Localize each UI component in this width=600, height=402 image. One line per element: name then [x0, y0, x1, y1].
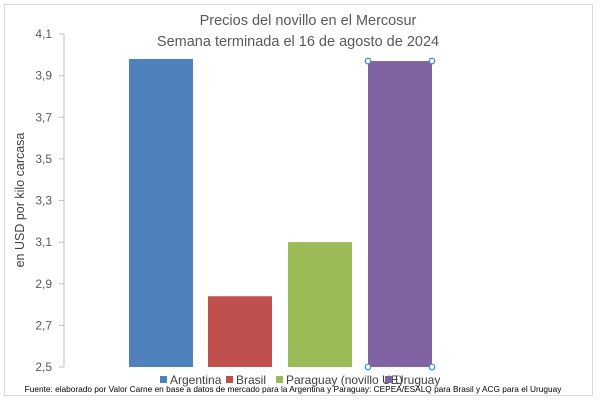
chart-frame [4, 4, 593, 396]
y-axis-label: en USD por kilo carcasa [13, 133, 27, 268]
selection-handle[interactable] [428, 57, 436, 65]
selection-handle[interactable] [364, 57, 372, 65]
legend-swatch [160, 376, 167, 383]
legend: Argentina Brasil Paraguay (novillo UE)Urug… [160, 373, 440, 387]
legend-swatch [226, 376, 233, 383]
y-tick-label: 3,5 [35, 152, 52, 166]
legend-label: Brasil [236, 373, 266, 387]
legend-swatch [276, 376, 283, 383]
bar-brasil[interactable] [208, 296, 272, 367]
bar-argentina[interactable] [129, 58, 193, 367]
y-axis-ticks: 4,1 3,9 3,7 3,5 3,3 3,1 2,9 2,7 2,5 [35, 27, 64, 374]
y-tick-label: 3,7 [35, 110, 52, 124]
bar-uruguay[interactable] [368, 61, 432, 368]
chart-title: Precios del novillo en el Mercosur [200, 13, 417, 29]
source-note: Fuente: elaborado por Valor Carne en bas… [25, 384, 563, 394]
legend-label: Argentina [170, 373, 222, 387]
selection-handles [364, 57, 436, 371]
selection-handle[interactable] [428, 363, 436, 371]
y-tick-label: 3,9 [35, 69, 52, 83]
chart-subtitle: Semana terminada el 16 de agosto de 2024 [157, 34, 439, 50]
y-tick-label: 4,1 [35, 27, 52, 41]
y-tick-label: 2,9 [35, 277, 52, 291]
y-tick-label: 3,1 [35, 235, 52, 249]
bar-paraguay[interactable] [288, 242, 352, 367]
y-tick-label: 3,3 [35, 194, 52, 208]
legend-label: Paraguay (novillo UE) [286, 373, 403, 387]
legend-swatch [385, 376, 392, 383]
y-tick-label: 2,5 [35, 360, 52, 374]
legend-label: Uruguay [395, 373, 440, 387]
bars-group [129, 58, 432, 368]
selection-handle[interactable] [364, 363, 372, 371]
y-tick-label: 2,7 [35, 318, 52, 332]
